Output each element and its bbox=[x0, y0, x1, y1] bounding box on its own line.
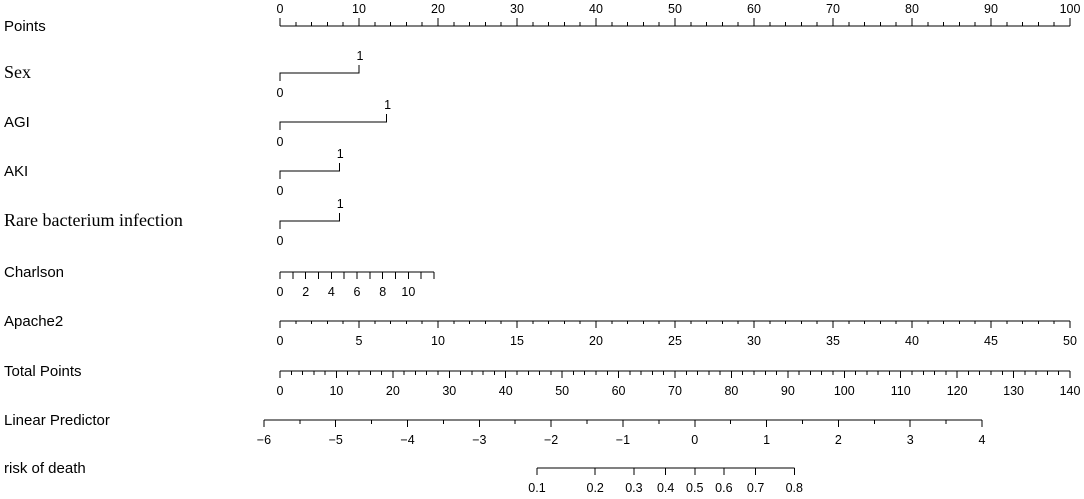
row-apache2: Apache2 0 5 10 15 20 25 30 35 40 45 50 bbox=[4, 313, 1077, 348]
tick-label: 0 bbox=[691, 433, 698, 447]
level-label: 1 bbox=[357, 49, 364, 63]
tick-label: 0.1 bbox=[528, 481, 545, 495]
tick-label: −5 bbox=[329, 433, 343, 447]
tick-label: 40 bbox=[499, 384, 513, 398]
tick-label: 70 bbox=[668, 384, 682, 398]
row-label-aki: AKI bbox=[4, 163, 28, 180]
row-points: Points 0 10 20 30 40 50 60 70 80 90 100 bbox=[4, 2, 1080, 35]
tick-label: 90 bbox=[984, 2, 998, 16]
level-label: 1 bbox=[337, 147, 344, 161]
level-label: 1 bbox=[384, 98, 391, 112]
tick-label: 25 bbox=[668, 334, 682, 348]
tick-label: 10 bbox=[329, 384, 343, 398]
row-total_points: Total Points 0 10 20 30 40 50 60 70 80 90 100 110 120… bbox=[4, 363, 1080, 398]
tick-label: 0 bbox=[277, 334, 284, 348]
tick-label: 140 bbox=[1060, 384, 1081, 398]
tick-label: 45 bbox=[984, 334, 998, 348]
tick-label: 30 bbox=[747, 334, 761, 348]
tick-label: 50 bbox=[1063, 334, 1077, 348]
tick-label: 0.8 bbox=[786, 481, 803, 495]
level-bracket bbox=[279, 114, 388, 130]
tick-label: 120 bbox=[947, 384, 968, 398]
tick-label: −6 bbox=[257, 433, 271, 447]
row-linear_predictor: Linear Predictor −6 −5 −4 −3 −2 −1 0 1 2 3 4 bbox=[4, 412, 985, 447]
tick-label: 0.6 bbox=[715, 481, 732, 495]
level-label: 0 bbox=[277, 184, 284, 198]
tick-label: 0.7 bbox=[747, 481, 764, 495]
tick-label: 2 bbox=[835, 433, 842, 447]
row-label-sex: Sex bbox=[4, 62, 31, 82]
tick-label: 3 bbox=[907, 433, 914, 447]
tick-label: −4 bbox=[400, 433, 414, 447]
tick-label: 8 bbox=[379, 285, 386, 299]
row-label-total_points: Total Points bbox=[4, 363, 82, 380]
tick-label: 4 bbox=[328, 285, 335, 299]
tick-label: 5 bbox=[356, 334, 363, 348]
tick-label: 0.5 bbox=[686, 481, 703, 495]
row-label-charlson: Charlson bbox=[4, 264, 64, 281]
tick-label: 30 bbox=[510, 2, 524, 16]
tick-label: 130 bbox=[1003, 384, 1024, 398]
tick-label: 30 bbox=[442, 384, 456, 398]
row-label-points: Points bbox=[4, 18, 46, 35]
tick-label: 80 bbox=[724, 384, 738, 398]
tick-label: 0.2 bbox=[587, 481, 604, 495]
row-label-agi: AGI bbox=[4, 114, 30, 131]
tick-label: 20 bbox=[431, 2, 445, 16]
row-label-rare_bacterium: Rare bacterium infection bbox=[4, 210, 183, 230]
level-label: 0 bbox=[277, 234, 284, 248]
tick-label: −1 bbox=[616, 433, 630, 447]
tick-label: 50 bbox=[668, 2, 682, 16]
level-bracket bbox=[279, 213, 340, 229]
tick-label: 4 bbox=[978, 433, 985, 447]
tick-label: 80 bbox=[905, 2, 919, 16]
tick-label: 10 bbox=[352, 2, 366, 16]
tick-label: 60 bbox=[747, 2, 761, 16]
row-risk: risk of death 0.1 0.2 0.3 0.4 0.5 0.6 0.7 0.8 bbox=[4, 460, 803, 495]
tick-label: 0.4 bbox=[657, 481, 674, 495]
tick-label: 100 bbox=[834, 384, 855, 398]
row-label-risk: risk of death bbox=[4, 460, 86, 477]
tick-label: 15 bbox=[510, 334, 524, 348]
level-bracket bbox=[279, 163, 340, 179]
row-label-apache2: Apache2 bbox=[4, 313, 63, 330]
tick-label: 10 bbox=[431, 334, 445, 348]
level-label: 0 bbox=[277, 135, 284, 149]
tick-label: 0 bbox=[277, 2, 284, 16]
row-sex: Sex 0 1 bbox=[4, 49, 364, 100]
row-rare_bacterium: Rare bacterium infection 0 1 bbox=[4, 197, 344, 248]
row-agi: AGI 0 1 bbox=[4, 98, 391, 149]
tick-label: 2 bbox=[302, 285, 309, 299]
row-charlson: Charlson 0 2 4 6 8 10 bbox=[4, 264, 435, 299]
tick-label: 100 bbox=[1060, 2, 1081, 16]
tick-label: 20 bbox=[386, 384, 400, 398]
tick-label: 110 bbox=[891, 384, 911, 398]
tick-label: −3 bbox=[472, 433, 486, 447]
tick-label: 90 bbox=[781, 384, 795, 398]
level-label: 1 bbox=[337, 197, 344, 211]
row-label-linear_predictor: Linear Predictor bbox=[4, 412, 110, 429]
level-label: 0 bbox=[277, 86, 284, 100]
tick-label: 0.3 bbox=[625, 481, 642, 495]
row-aki: AKI 0 1 bbox=[4, 147, 344, 198]
tick-label: 60 bbox=[612, 384, 626, 398]
tick-label: 6 bbox=[354, 285, 361, 299]
tick-label: 40 bbox=[905, 334, 919, 348]
tick-label: 10 bbox=[401, 285, 415, 299]
tick-label: −2 bbox=[544, 433, 558, 447]
tick-label: 50 bbox=[555, 384, 569, 398]
tick-label: 40 bbox=[589, 2, 603, 16]
tick-label: 35 bbox=[826, 334, 840, 348]
tick-label: 20 bbox=[589, 334, 603, 348]
tick-label: 0 bbox=[277, 384, 284, 398]
tick-label: 0 bbox=[277, 285, 284, 299]
level-bracket bbox=[279, 65, 360, 81]
tick-label: 70 bbox=[826, 2, 840, 16]
tick-label: 1 bbox=[763, 433, 770, 447]
